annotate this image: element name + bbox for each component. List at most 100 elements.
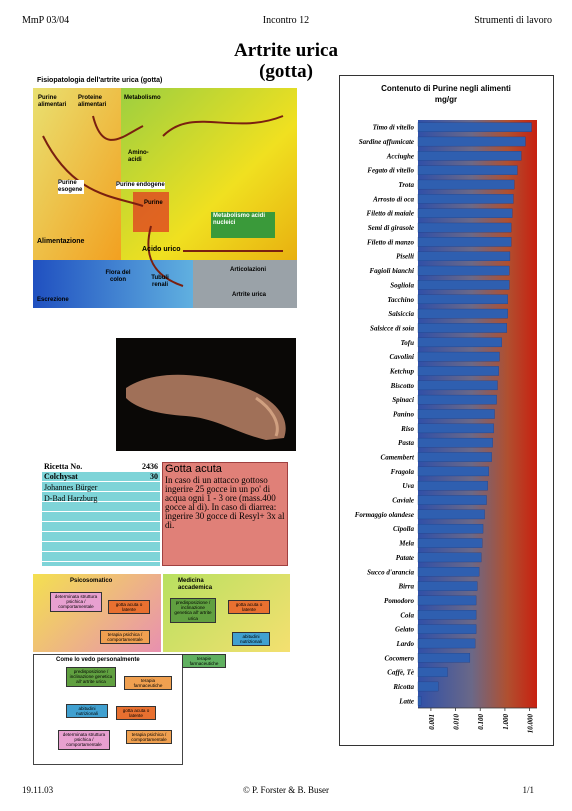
bar [417,667,448,677]
diagram-label: Acido urico [142,246,181,253]
bar [417,366,499,376]
diagram-label: Purine endogene [116,182,165,189]
diagram-label: Artrite urica [232,292,267,298]
flow-box: abitudini nutrizionali [66,704,108,719]
bar [417,294,508,305]
recipe-amount: 30 [150,472,158,481]
bar [417,380,498,391]
acute-gout-text: In caso di un attacco gottoso ingerire 2… [165,475,285,530]
category-label: Ricotta [392,683,414,691]
category-label: Fragola [391,468,415,476]
flow-box: gotta acuta o latente [108,600,150,615]
category-label: Formaggio olandese [355,511,414,519]
category-label: Tacchino [387,296,414,304]
header-left: MmP 03/04 [22,15,70,26]
category-label: Caviale [392,497,414,505]
bar [417,696,422,706]
acute-gout-title: Gotta acuta [165,463,222,475]
category-label: Cavolini [389,353,414,361]
diagram-label: Alimentazione [37,238,85,245]
bar [417,222,512,233]
x-tick-label: 0.001 [428,714,436,730]
bar [417,538,483,548]
chart-title: Contenuto di Purine negli alimenti [381,84,511,93]
footer-center: © P. Forster & B. Buser [242,785,330,795]
category-label: Caffè, Tè [387,669,414,677]
flow-box: gotta acuta o latente [116,706,156,721]
diagram-label: Metabolismo acidi nucleici [213,213,266,226]
bar [417,610,477,620]
bar [417,595,477,606]
category-label: Piselli [396,253,414,261]
bar [417,509,485,520]
bar [417,523,484,534]
panel-title: Medicina accademica [178,578,213,591]
bar [417,165,518,175]
bar [417,495,487,505]
category-label: Riso [400,425,414,433]
category-label: Sardine affumicate [359,138,414,146]
bar [417,237,512,247]
header-center: Incontro 12 [262,15,310,26]
chart-subtitle: mg/gr [435,95,457,104]
category-label: Cola [400,611,414,619]
recipe-drug: Colchysat [44,472,78,481]
category-label: Ketchup [389,367,415,375]
category-label: Salsiccia [388,310,414,318]
category-label: Salsicce di soia [370,324,414,332]
diagram-label: Escrezione [37,297,69,303]
diagram-label: Amino-acidi [128,150,149,163]
category-label: Fegato di vitello [367,167,414,175]
category-label: Latte [398,697,414,705]
panel-title: Psicosomatico [70,578,113,584]
bar [417,624,477,634]
recipe-card: Ricetta No. 2436 Colchysat 30 Johannes Bür… [42,462,160,566]
diagram-label: Articolazioni [230,267,267,273]
flow-box: predisposizione / inclinazione genetica … [170,598,216,623]
category-label: Uva [402,482,414,490]
category-label: Filetto di maiale [367,210,414,218]
x-tick-label: 0.010 [453,714,461,730]
recipe-label: Ricetta No. [44,462,83,471]
bar [417,194,514,204]
flow-box: terapia farmaceutiche [124,676,172,691]
category-label: Spinaci [392,396,414,404]
footer-left: 19.11.03 [22,785,54,795]
flow-box: terapia psichica / comportamentale [126,730,172,745]
category-label: Acciughe [386,152,414,160]
bar [417,653,471,663]
category-label: Panino [393,411,415,419]
acute-gout-box: Gotta acuta In caso di un attacco gottos… [162,462,288,566]
flow-box: terapia psichica / comportamentale [100,630,150,645]
title: Artrite urica [234,40,338,61]
bar [417,394,497,405]
category-label: Succo d'arancia [367,568,414,576]
category-label: Pomodoro [384,597,414,605]
diagram-label: Purine esogene [58,180,84,194]
footer-right: 1/1 [522,785,534,795]
purine-chart: Contenuto di Purine negli alimenti mg/gr… [339,75,554,746]
recipe-place: D-Bad Harzburg [44,494,98,503]
diagram-label: Flora del colon [105,270,131,283]
diagram-label: Metabolismo [124,95,161,101]
diagram-title: Fisiopatologia dell'artrite urica (gotta… [37,77,163,84]
panel-title: Come lo vedo personalmente [56,657,140,663]
header-right: Strumenti di lavoro [474,15,552,26]
category-label: Gelato [395,626,415,634]
diagram-label: Purine alimentari [38,95,67,108]
x-tick-label: 0.100 [477,714,485,730]
x-tick-label: 1.000 [502,714,510,730]
category-label: Cipolla [393,525,415,533]
bar [417,681,439,692]
foot-photo [116,338,296,451]
category-label: Fagioli bianchi [369,267,414,275]
flow-box: gotta acuta o latente [228,600,270,615]
category-label: Patate [396,554,414,562]
diagram-label: Purine [144,200,163,206]
bar [417,552,482,563]
x-tick-label: 10.000 [527,714,535,734]
pathophysiology-diagram [33,88,297,308]
category-label: Camembert [381,454,415,462]
recipe-number: 2436 [142,462,158,471]
bar [417,265,510,276]
